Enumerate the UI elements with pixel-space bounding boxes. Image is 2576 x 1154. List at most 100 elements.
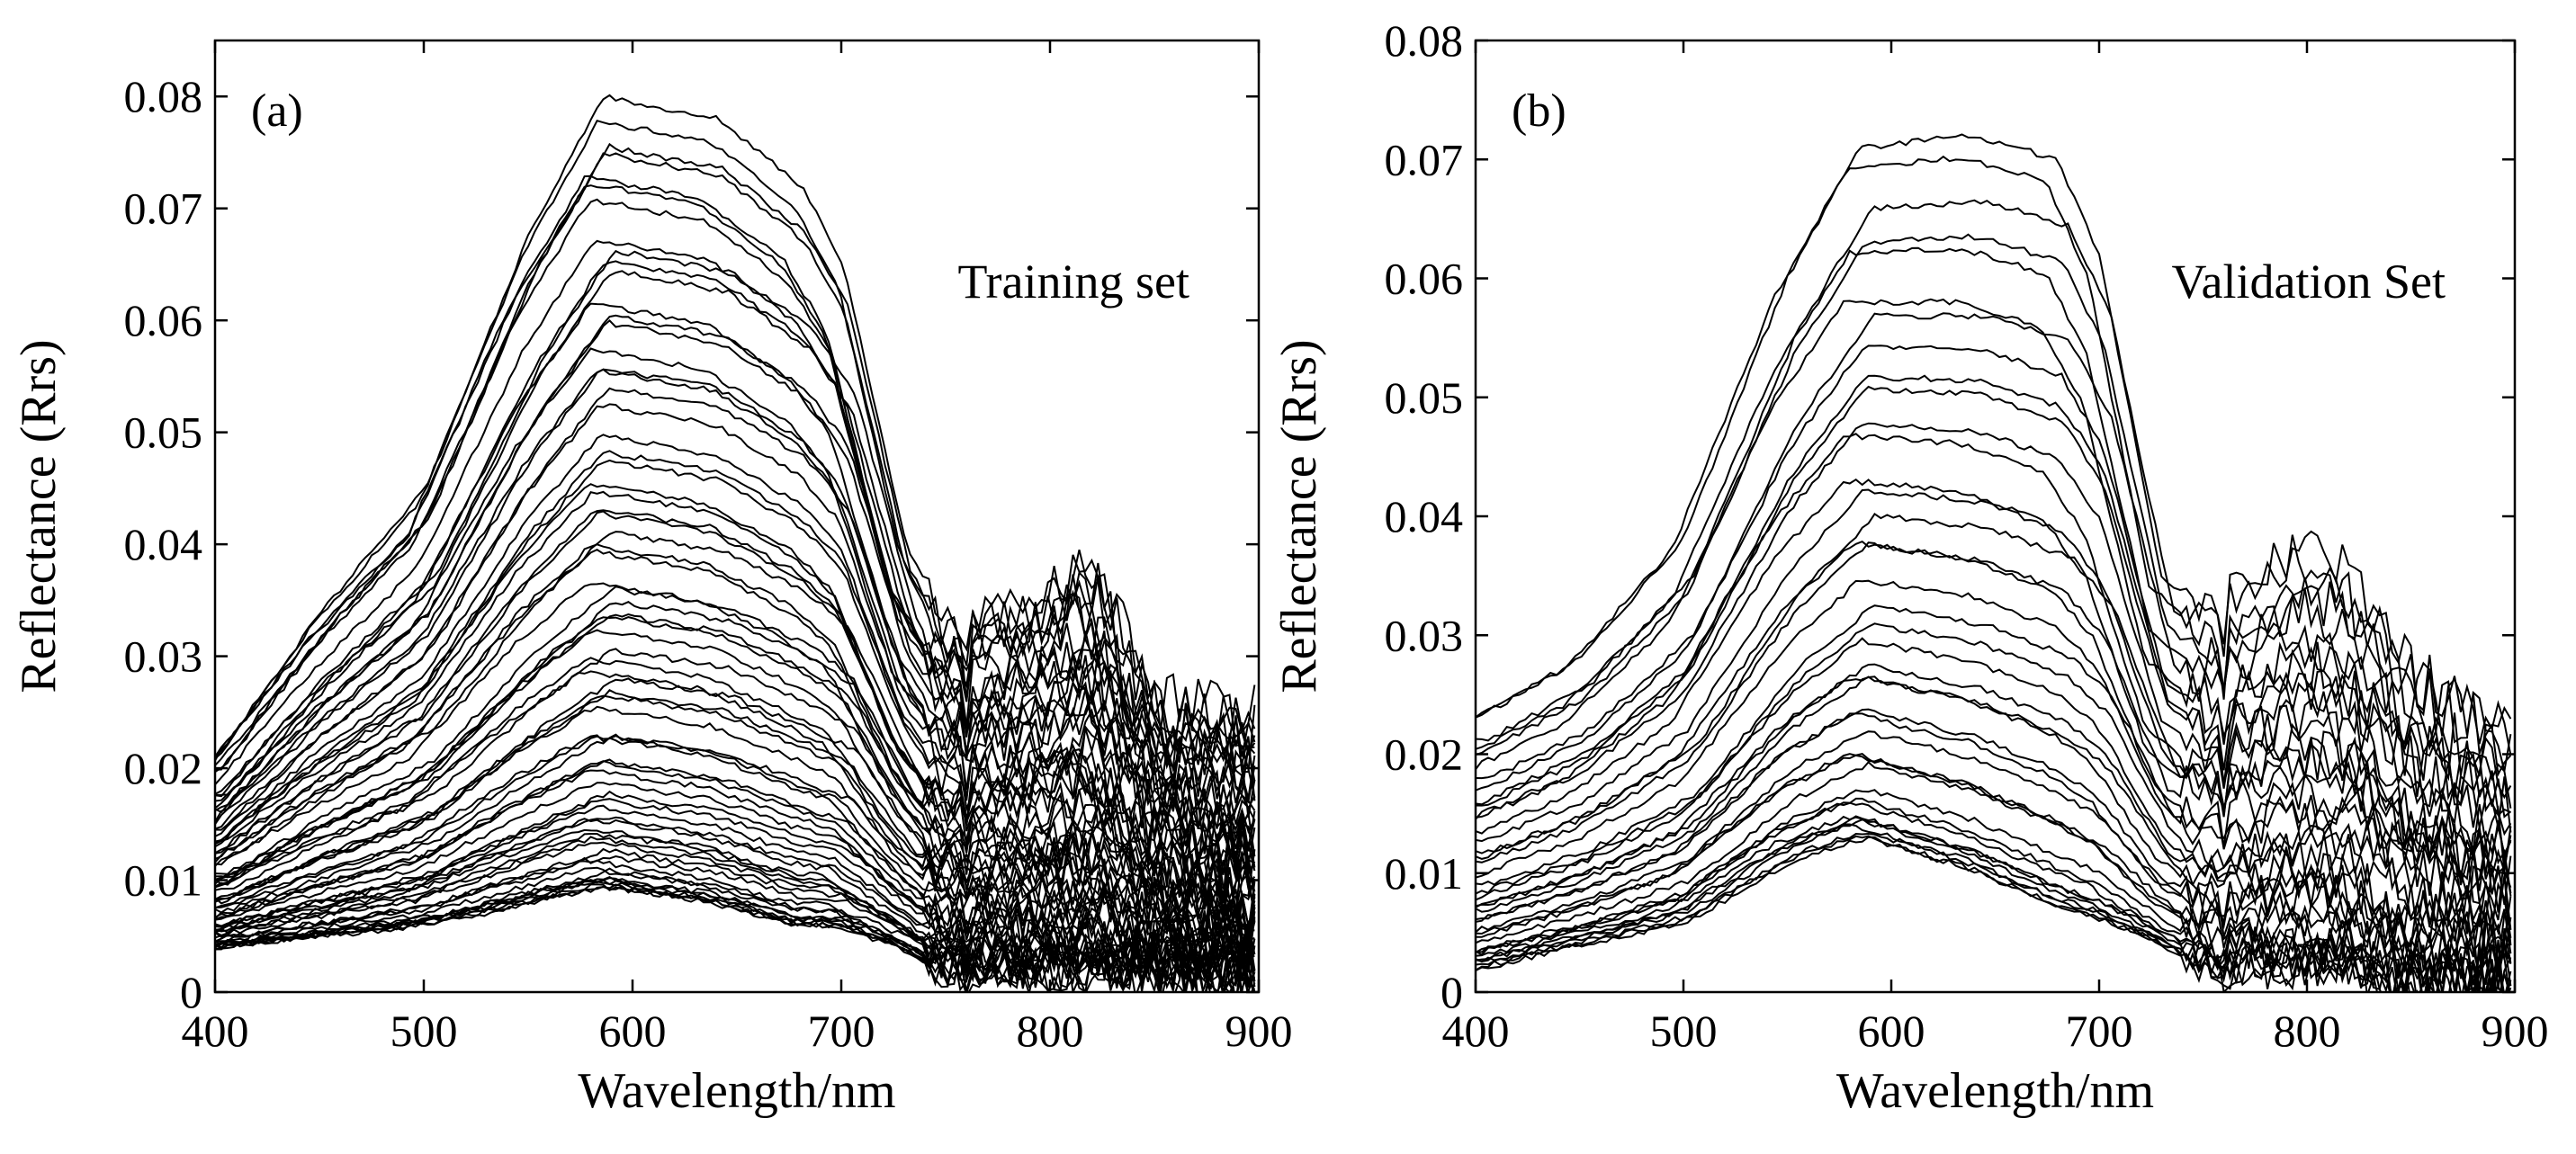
spectrum-line-57	[215, 319, 1256, 819]
spectrum-line-27	[215, 735, 1256, 962]
x-axis-title: Wavelength/nm	[1836, 1063, 2154, 1119]
spectrum-line-54	[215, 368, 1256, 834]
y-tick-label: 0.08	[1385, 15, 1464, 66]
y-tick-label: 0.04	[1385, 491, 1464, 541]
spectrum-line-61	[215, 249, 1256, 796]
spectrum-line-12	[215, 841, 1256, 992]
spectrum-line-5	[1476, 819, 2512, 992]
spectrum-line-33	[1476, 344, 2512, 833]
y-tick-label: 0	[1441, 967, 1463, 1017]
spectrum-line-31	[1476, 385, 2511, 828]
x-tick-label: 800	[2274, 1006, 2341, 1056]
y-tick-label: 0.02	[1385, 729, 1464, 780]
spectrum-line-10	[1476, 789, 2505, 992]
y-tick-label: 0.08	[124, 71, 203, 121]
spectrum-line-13	[215, 854, 1255, 992]
x-tick-label: 400	[182, 1006, 249, 1056]
plot-frame	[1474, 39, 2517, 994]
y-tick-label: 0.07	[124, 183, 203, 234]
spectrum-line-66	[215, 174, 1256, 774]
spectrum-line-49	[215, 459, 1256, 868]
spectrum-line-25	[1476, 541, 2512, 891]
spectrum-line-38	[1476, 199, 2512, 755]
spectrum-line-37	[1476, 233, 2512, 777]
spectrum-line-34	[1476, 312, 2512, 809]
y-tick-label: 0.05	[1385, 372, 1464, 423]
y-tick-label: 0.03	[124, 631, 203, 682]
spectrum-line-29	[1476, 433, 2512, 872]
spectrum-line-41	[215, 582, 1255, 900]
spectrum-line-19	[215, 818, 1256, 983]
spectrum-line-18	[215, 828, 1256, 978]
x-tick-label: 700	[808, 1006, 875, 1056]
spectrum-line-24	[1476, 540, 2512, 906]
spectrum-line-22	[1476, 604, 2512, 922]
spectrum-line-51	[215, 434, 1256, 857]
spectrum-line-4	[1476, 835, 2505, 992]
spectrum-line-39	[215, 601, 1256, 905]
spectrum-line-32	[1476, 374, 2512, 836]
spectrum-line-44	[215, 531, 1256, 881]
series-group	[1476, 133, 2512, 992]
spectrum-line-64	[215, 198, 1255, 778]
spectrum-line-50	[215, 450, 1255, 856]
spectrum-line-48	[215, 483, 1256, 876]
spectrum-line-53	[215, 387, 1256, 834]
spectrum-line-7	[215, 881, 1256, 992]
plot-frame	[213, 39, 1261, 994]
spectrum-line-30	[1476, 422, 2512, 857]
y-axis-title: Reflectance (Rrs)	[1271, 339, 1327, 693]
set-annotation: Training set	[957, 255, 1189, 309]
spectrum-line-52	[215, 403, 1256, 852]
spectrum-line-7	[1476, 815, 2512, 992]
spectrum-line-30	[215, 689, 1256, 944]
y-tick-label: 0.01	[124, 855, 203, 906]
y-tick-label: 0.03	[1385, 610, 1464, 660]
spectrum-line-40	[1476, 133, 2512, 756]
spectrum-line-14	[1476, 730, 2512, 978]
spectrum-line-18	[1476, 675, 2512, 960]
spectrum-line-20	[1476, 637, 2512, 954]
spectrum-line-21	[1476, 622, 2512, 946]
spectrum-line-19	[1476, 663, 2512, 938]
spectrum-line-63	[215, 239, 1256, 794]
spectrum-line-33	[215, 670, 1256, 942]
spectrum-line-69	[215, 120, 1256, 762]
y-tick-label: 0	[180, 967, 202, 1017]
y-tick-label: 0.07	[1385, 134, 1464, 184]
spectrum-line-11	[1476, 760, 2512, 992]
x-axis-title: Wavelength/nm	[578, 1063, 895, 1119]
spectrum-line-34	[215, 648, 1256, 923]
spectrum-line-58	[215, 314, 1256, 812]
x-tick-label: 900	[2482, 1006, 2549, 1056]
spectrum-line-60	[215, 270, 1256, 802]
chart-panel-a: 400 500 600 700 800 900 0 0.01 0.02 0.03 0.04 0.05 0…	[11, 39, 1293, 1119]
spectrum-line-46	[215, 510, 1256, 879]
spectrum-line-67	[215, 152, 1256, 771]
x-tick-label: 800	[1017, 1006, 1084, 1056]
chart-panel-b: 400 500 600 700 800 900 0 0.01 0.02 0.03 0.04 0.05 0…	[1271, 15, 2549, 1119]
annotation-background	[2164, 255, 2453, 309]
spectrum-line-68	[215, 142, 1256, 773]
y-tick-label: 0.06	[124, 295, 203, 345]
spectrum-line-10	[215, 847, 1256, 992]
x-tick-label: 600	[1858, 1006, 1925, 1056]
y-tick-label: 0.02	[124, 743, 203, 793]
spectrum-line-59	[215, 302, 1256, 804]
series-group	[215, 94, 1256, 992]
spectrum-line-4	[215, 883, 1256, 992]
x-tick-label: 500	[1650, 1006, 1718, 1056]
y-tick-label: 0.05	[124, 407, 203, 458]
spectrum-line-65	[215, 184, 1256, 768]
spectrum-line-38	[215, 613, 1256, 916]
panel-label: (b)	[1512, 85, 1566, 137]
set-annotation: Validation Set	[2172, 255, 2446, 309]
spectrum-line-70	[215, 94, 1256, 760]
y-tick-label: 0.06	[1385, 254, 1464, 304]
spectrum-line-28	[1476, 478, 2512, 880]
x-tick-label: 600	[599, 1006, 667, 1056]
x-tick-label: 700	[2066, 1006, 2133, 1056]
spectrum-line-32	[215, 694, 1256, 934]
spectrum-line-9	[1476, 797, 2512, 992]
